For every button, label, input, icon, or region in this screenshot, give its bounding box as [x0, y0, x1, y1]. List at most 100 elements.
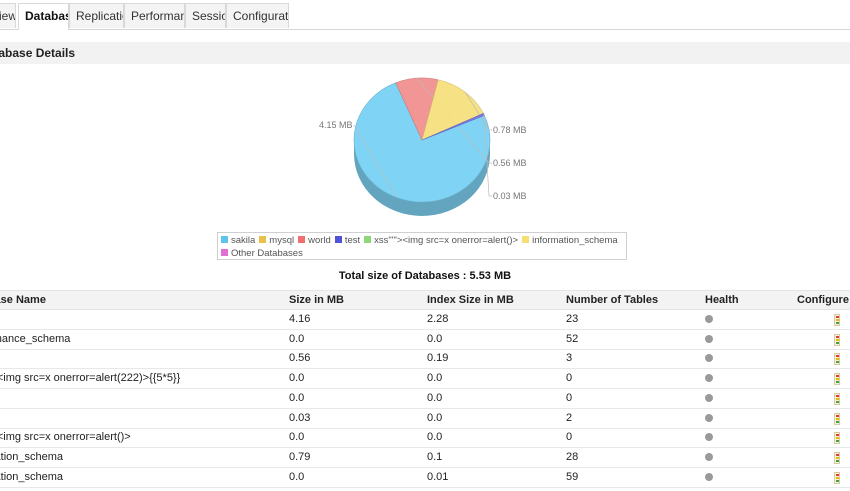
size-value: 0.03: [289, 411, 311, 424]
health-status-icon: [705, 374, 713, 383]
table-count-value: 52: [566, 332, 579, 345]
table-row: xss"'"><img src=x onerror=alert(222)>{{5…: [0, 369, 850, 390]
legend-label: world: [308, 235, 331, 246]
legend-item[interactable]: world: [298, 234, 331, 247]
database-size-pie-chart: 4.15 MB 0.56 MB 0.78 MB 0.03 MB: [319, 77, 527, 216]
index-size-value: 2.28: [427, 313, 449, 325]
legend-swatch: [259, 236, 267, 243]
legend-swatch: [334, 236, 342, 243]
chart-legend: sakila mysql world test xss"'"><img src=x on…: [217, 232, 627, 260]
size-value: 0.0: [289, 372, 305, 385]
pie-slice-label: 0.78 MB: [493, 125, 527, 135]
pie-slice-label: 4.15 MB: [319, 120, 353, 130]
health-status-icon: [705, 413, 713, 422]
table-row: mysql 0.0 0.0 0: [0, 389, 850, 409]
size-value: 0.0: [289, 332, 305, 345]
database-name-link[interactable]: test: [0, 409, 284, 428]
legend-label: sakila: [231, 235, 256, 246]
database-name-link[interactable]: performance_schema: [0, 332, 71, 345]
pie-slice-test[interactable]: [421, 113, 485, 141]
legend-item[interactable]: Other Databases: [221, 247, 303, 260]
col-database-name: Database Name: [0, 294, 46, 306]
size-value: 0.0: [289, 391, 305, 404]
table-count-value: 28: [566, 450, 579, 463]
tab-bar: Overview Database Replication Performanc…: [0, 0, 850, 30]
configure-alarm-icon[interactable]: [834, 451, 840, 464]
tab-overview[interactable]: Overview: [0, 3, 16, 28]
index-size-value: 0.19: [427, 352, 449, 365]
size-value: 0.79: [289, 450, 311, 463]
database-name-link[interactable]: sakila: [0, 310, 284, 329]
legend-item[interactable]: information_schema: [522, 234, 618, 247]
legend-swatch: [221, 249, 228, 256]
configure-alarm-icon[interactable]: [834, 392, 840, 405]
section-header: Database Details: [0, 42, 850, 64]
size-value: 0.0: [289, 470, 305, 483]
health-status-icon: [705, 334, 713, 343]
health-status-icon: [705, 354, 713, 363]
index-size-value: 0.0: [427, 431, 443, 444]
table-row: world 0.56 0.19 3: [0, 349, 850, 370]
tab-database[interactable]: Database: [18, 3, 69, 30]
database-name-link[interactable]: xss"'"><img src=x onerror=alert(222)>{{5…: [0, 372, 181, 385]
health-status-icon: [705, 315, 713, 323]
size-value: 4.16: [289, 313, 311, 325]
tab-configuration[interactable]: Configuration: [226, 3, 289, 28]
table-row: test 0.03 0.0 2: [0, 409, 850, 429]
index-size-value: 0.0: [427, 372, 443, 385]
legend-label: Other Databases: [231, 248, 303, 259]
total-size-label: Total size of Databases : 5.53 MB: [338, 270, 512, 282]
col-health: Health: [705, 294, 739, 306]
configure-alarm-icon[interactable]: [834, 471, 840, 484]
legend-swatch: [522, 236, 530, 243]
table-row: xss"'"><img src=x onerror=alert()> 0.0 0.0…: [0, 428, 850, 449]
legend-item[interactable]: sakila: [221, 234, 255, 247]
configure-alarm-icon[interactable]: [834, 314, 840, 326]
table-count-value: 2: [566, 411, 573, 424]
pie-slice-label: 0.03 MB: [493, 191, 527, 201]
legend-swatch: [221, 236, 228, 243]
legend-label: mysql: [269, 235, 295, 246]
legend-item[interactable]: xss"'"><img src=x onerror=alert()>: [364, 234, 518, 247]
table-row: sakila 4.16 2.28 23: [0, 310, 850, 330]
legend-item[interactable]: mysql: [259, 234, 294, 247]
table-count-value: 23: [566, 313, 579, 325]
configure-alarm-icon[interactable]: [834, 412, 840, 425]
database-name-link[interactable]: information_schema: [0, 470, 64, 483]
index-size-value: 0.01: [427, 470, 449, 483]
configure-alarm-icon[interactable]: [834, 432, 840, 445]
section-title: Database Details: [0, 46, 76, 60]
legend-label: information_schema: [532, 235, 618, 246]
col-configure-alarms: Configure Alarms: [797, 294, 850, 306]
tab-replication[interactable]: Replication: [69, 3, 124, 28]
legend-item[interactable]: test: [334, 234, 360, 247]
configure-alarm-icon[interactable]: [834, 373, 840, 386]
legend-swatch: [364, 236, 372, 243]
pie-slice-label: 0.56 MB: [493, 158, 527, 168]
database-name-link[interactable]: world: [0, 349, 284, 368]
pie-leader-line: [483, 114, 492, 197]
legend-swatch: [298, 236, 306, 243]
index-size-value: 0.0: [427, 411, 443, 424]
table-header: Database Name Size in MB Index Size in M…: [0, 290, 850, 310]
col-number-of-tables: Number of Tables: [566, 294, 659, 306]
size-value: 0.0: [289, 431, 305, 444]
legend-label: xss"'"><img src=x onerror=alert()>: [374, 235, 519, 246]
pie-rim: [354, 140, 490, 216]
table-row: performance_schema 0.0 0.0 52: [0, 330, 850, 350]
col-index-size: Index Size in MB: [427, 294, 514, 306]
tab-performance[interactable]: Performance: [124, 3, 185, 28]
database-name-link[interactable]: mysql: [0, 389, 284, 408]
database-name-link[interactable]: xss"'"><img src=x onerror=alert()>: [0, 431, 131, 444]
configure-alarm-icon[interactable]: [834, 333, 840, 346]
configure-alarm-icon[interactable]: [834, 353, 840, 366]
table-count-value: 0: [566, 431, 573, 444]
index-size-value: 0.0: [427, 391, 443, 404]
database-name-link[interactable]: information_schema: [0, 450, 64, 463]
index-size-value: 0.1: [427, 450, 443, 463]
pie-leader-line: [464, 91, 492, 131]
table-count-value: 59: [566, 470, 579, 483]
tab-session[interactable]: Session: [185, 3, 226, 28]
health-status-icon: [705, 452, 713, 461]
health-status-icon: [705, 472, 713, 481]
